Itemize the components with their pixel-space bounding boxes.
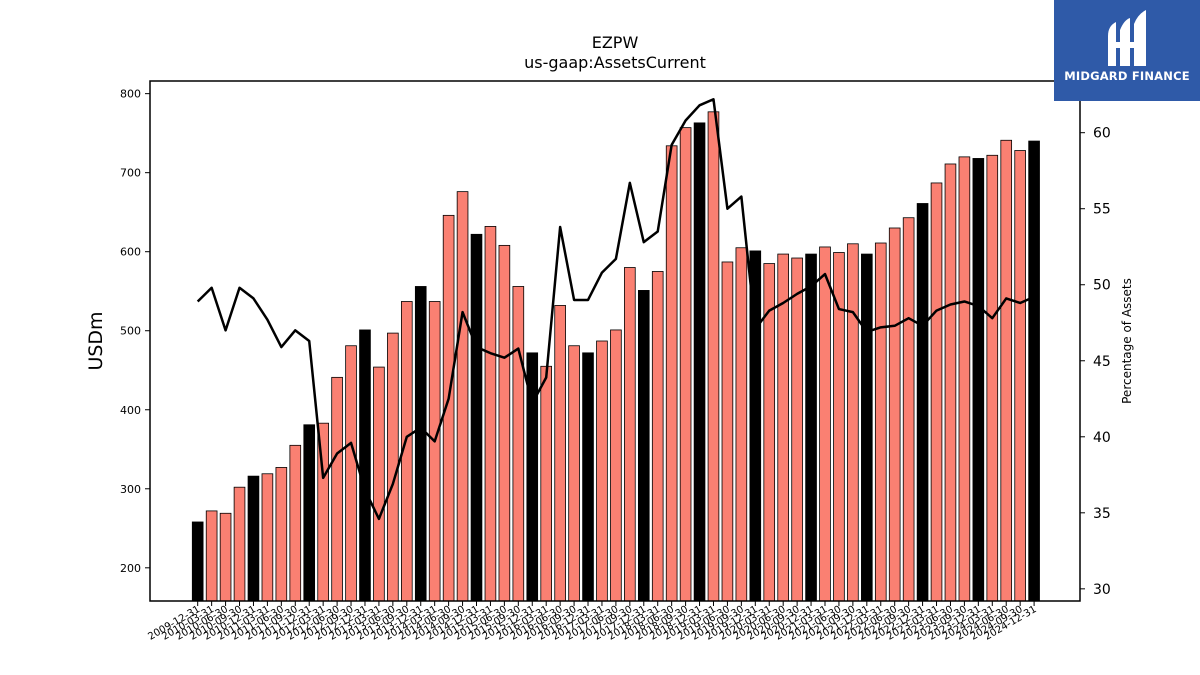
bar (805, 253, 817, 602)
y2-tick-label: 60 (1093, 126, 1111, 142)
bar (484, 226, 497, 602)
bar (373, 366, 385, 602)
bar (791, 257, 803, 602)
bar (693, 122, 706, 602)
bar (540, 365, 552, 602)
bar (958, 156, 971, 602)
bar (275, 467, 288, 602)
y-tick-label: 200 (120, 562, 141, 575)
y-tick-label: 800 (120, 88, 141, 101)
y2-tick-label: 30 (1093, 582, 1111, 598)
bar (303, 424, 316, 602)
bar (833, 252, 845, 602)
bar (596, 340, 608, 602)
bar (1028, 140, 1040, 602)
bar (916, 203, 929, 602)
x-axis: 2009-12-312010-03-312010-06-302010-09-30… (146, 601, 1039, 643)
bar (191, 521, 204, 602)
bar (930, 182, 943, 602)
bar (624, 267, 636, 602)
bar (735, 247, 748, 602)
bar (819, 246, 831, 602)
chart-title: EZPW (592, 33, 639, 52)
bar (847, 243, 859, 602)
midgard-m-icon (1108, 10, 1146, 66)
bar (651, 271, 664, 602)
bar (707, 111, 720, 602)
bar (1014, 150, 1026, 602)
bar (721, 261, 734, 602)
bar (1000, 139, 1013, 602)
bar-series (191, 111, 1040, 602)
bar (233, 486, 246, 602)
bar (428, 301, 441, 602)
logo-text: MIDGARD FINANCE (1064, 69, 1190, 83)
y2-tick-label: 55 (1093, 202, 1111, 218)
bar (331, 376, 343, 602)
bar (582, 352, 594, 602)
y-axis-label: USDm (85, 311, 107, 370)
bar (219, 512, 232, 602)
bar (289, 444, 302, 602)
bar (512, 286, 525, 602)
bar (345, 345, 357, 602)
midgard-finance-logo: MIDGARD FINANCE (1054, 0, 1200, 101)
bar (888, 227, 901, 602)
plot-frame (149, 80, 1081, 602)
chart-subtitle: us-gaap:AssetsCurrent (524, 53, 706, 72)
bar (247, 475, 260, 602)
bar (359, 329, 371, 602)
bar (902, 217, 915, 602)
y2-tick-label: 50 (1093, 278, 1111, 294)
bar (554, 305, 566, 602)
bar (610, 329, 622, 602)
bar (205, 510, 218, 602)
bar (637, 290, 650, 602)
bar (498, 244, 511, 602)
y2-tick-label: 40 (1093, 430, 1111, 446)
percentage-line (196, 98, 1035, 521)
bar (679, 127, 692, 602)
y-axis-left: 200 300 400 500 600 700 800 (120, 88, 150, 575)
bar (568, 345, 580, 602)
y2-axis-label: Percentage of Assets (1120, 278, 1134, 404)
y2-tick-label: 45 (1093, 354, 1111, 370)
y-axis-right: 30 35 40 45 50 55 60 (1080, 126, 1111, 598)
bar (874, 242, 887, 602)
y-tick-label: 600 (120, 246, 141, 259)
y-tick-label: 500 (120, 325, 141, 338)
y2-tick-label: 35 (1093, 506, 1111, 522)
bar (972, 158, 985, 602)
bar (470, 233, 483, 602)
bar (986, 154, 999, 602)
y-tick-label: 300 (120, 483, 141, 496)
bar (944, 163, 957, 602)
y-tick-label: 400 (120, 404, 141, 417)
bar (665, 145, 678, 602)
bar (456, 191, 469, 602)
bar (861, 253, 873, 602)
bar (261, 473, 274, 602)
bar (414, 286, 427, 602)
y-tick-label: 700 (120, 167, 141, 180)
